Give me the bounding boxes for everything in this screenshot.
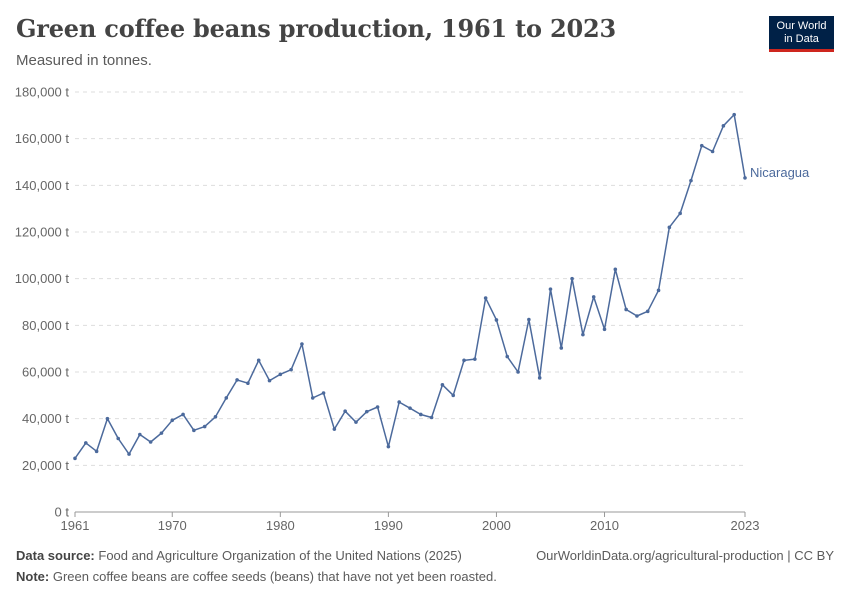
data-point xyxy=(635,314,639,318)
series-label: Nicaragua xyxy=(750,165,810,180)
data-point xyxy=(613,267,618,272)
note-label: Note: xyxy=(16,569,50,584)
data-point xyxy=(73,456,77,461)
note-text: Green coffee beans are coffee seeds (bea… xyxy=(52,569,497,584)
x-tick-label: 2023 xyxy=(731,518,760,533)
data-point xyxy=(462,358,466,363)
data-point xyxy=(419,412,423,417)
y-tick-label: 20,000 t xyxy=(22,458,69,473)
data-point xyxy=(559,346,564,350)
data-point xyxy=(170,418,175,423)
x-tick-label: 1990 xyxy=(374,518,403,533)
data-point xyxy=(289,367,293,372)
line-chart: 0 t 20,000 t 40,000 t 60,000 t 80,000 t 100,0… xyxy=(15,85,810,534)
data-point xyxy=(732,112,736,117)
data-point xyxy=(429,415,434,420)
source-url-link[interactable]: OurWorldinData.org/agricultural-producti… xyxy=(536,548,834,563)
data-point xyxy=(408,406,412,410)
data-point xyxy=(656,288,661,293)
data-point xyxy=(84,441,88,445)
data-point xyxy=(494,318,499,322)
data-point xyxy=(516,370,520,374)
x-tick-label: 1970 xyxy=(158,518,187,533)
data-point xyxy=(624,307,628,312)
y-tick-label: 140,000 t xyxy=(15,178,70,193)
chart-title: Green coffee beans production, 1961 to 2… xyxy=(16,14,617,43)
data-source-label: Data source: xyxy=(16,548,95,563)
data-point xyxy=(602,327,607,332)
data-point xyxy=(148,440,153,444)
data-point xyxy=(310,396,315,400)
y-tick-label: 80,000 t xyxy=(22,318,69,333)
data-point xyxy=(397,400,401,404)
data-point xyxy=(667,225,672,230)
data-point xyxy=(375,405,380,409)
data-point xyxy=(678,211,682,216)
data-point xyxy=(127,452,131,456)
data-point xyxy=(451,393,456,398)
chart-subtitle: Measured in tonnes. xyxy=(16,52,152,69)
x-tick-label: 1961 xyxy=(61,518,90,533)
y-tick-label: 120,000 t xyxy=(15,225,70,240)
data-point xyxy=(721,124,726,128)
y-tick-label: 160,000 t xyxy=(15,131,70,146)
data-point xyxy=(300,342,304,346)
data-point xyxy=(94,449,99,454)
data-point xyxy=(645,309,650,314)
logo-line-1: Our World xyxy=(776,19,827,32)
data-point xyxy=(743,176,747,180)
data-point xyxy=(710,149,715,154)
data-point xyxy=(246,381,250,386)
data-point xyxy=(332,427,337,431)
y-tick-label: 40,000 t xyxy=(22,411,69,426)
data-point xyxy=(267,378,272,383)
data-point xyxy=(159,431,164,435)
y-tick-label: 100,000 t xyxy=(15,271,70,286)
data-point xyxy=(192,428,196,433)
chart-note: Note: Green coffee beans are coffee seed… xyxy=(16,569,497,584)
data-point xyxy=(213,415,218,419)
data-point xyxy=(537,376,542,380)
data-point xyxy=(116,436,121,441)
y-tick-label: 180,000 t xyxy=(15,85,70,100)
data-source: Data source: Food and Agriculture Organi… xyxy=(16,548,462,563)
data-point xyxy=(235,378,239,382)
data-source-text: Food and Agriculture Organization of the… xyxy=(98,548,462,563)
data-point xyxy=(278,372,283,377)
x-tick-label: 2000 xyxy=(482,518,511,533)
data-point xyxy=(202,424,207,429)
data-point xyxy=(354,420,358,424)
data-point xyxy=(343,409,347,414)
data-point xyxy=(548,287,553,291)
data-point xyxy=(473,357,477,361)
data-point xyxy=(105,416,110,421)
data-point xyxy=(386,444,391,449)
x-tick-label: 2010 xyxy=(590,518,619,533)
owid-logo[interactable]: Our World in Data xyxy=(769,16,834,52)
data-point xyxy=(138,432,142,437)
data-point xyxy=(181,412,185,417)
data-point xyxy=(699,143,704,148)
data-point xyxy=(591,295,596,299)
data-point xyxy=(483,296,488,300)
data-point xyxy=(689,178,693,183)
logo-line-2: in Data xyxy=(784,32,819,45)
data-point xyxy=(581,332,585,337)
data-point xyxy=(364,409,369,414)
y-tick-label: 0 t xyxy=(55,505,70,520)
data-point xyxy=(224,396,229,400)
data-point xyxy=(256,358,261,363)
data-point xyxy=(570,276,574,281)
data-point xyxy=(505,354,510,359)
data-point xyxy=(440,383,445,387)
y-tick-label: 60,000 t xyxy=(22,365,69,380)
data-point xyxy=(321,391,326,395)
x-tick-label: 1980 xyxy=(266,518,295,533)
data-point xyxy=(527,317,531,322)
